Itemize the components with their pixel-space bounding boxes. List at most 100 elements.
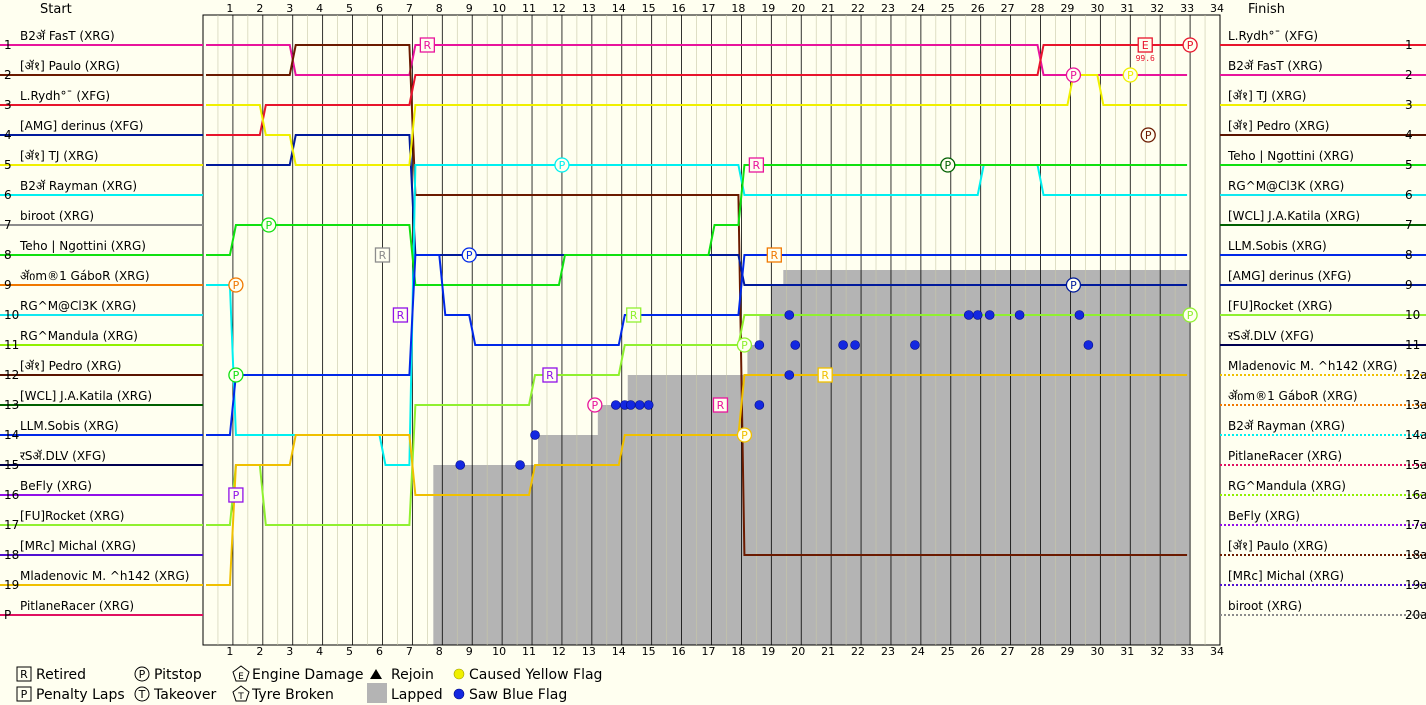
lap-tick-bottom: 31 (1120, 645, 1134, 658)
blue-flag-dot (754, 340, 765, 350)
retired-marker (748, 157, 765, 173)
blue-flag-dot (634, 400, 645, 410)
blue-flag-dot (625, 400, 636, 410)
start-position-number: 9 (4, 278, 12, 292)
finish-driver-label: [WCL] J.A.Katila (XRG) (1228, 209, 1360, 223)
blue-flag-dot (784, 310, 795, 320)
finish-driver-label: biroot (XRG) (1228, 599, 1302, 613)
start-position-number: 8 (4, 248, 12, 262)
tyre-legend-label: Tyre Broken (251, 687, 334, 703)
retired-marker (392, 307, 409, 323)
yellow-legend-label: Caused Yellow Flag (469, 667, 602, 683)
finish-position-number: 5 (1405, 158, 1413, 172)
lap-tick-bottom: 1 (226, 645, 233, 658)
lap-tick-top: 16 (672, 2, 686, 15)
pitstop-marker (1182, 307, 1198, 323)
finish-driver-label: ॲიm®1 GáboR (XRG) (1228, 389, 1358, 403)
pitstop-marker (940, 157, 956, 173)
lap-tick-bottom: 18 (731, 645, 745, 658)
finish-driver-label: PitlaneRacer (XRG) (1228, 449, 1342, 463)
retired-symbol-letter: R (20, 668, 28, 681)
lapped-region (433, 270, 1191, 645)
lap-tick-bottom: 14 (612, 645, 626, 658)
lap-tick-top: 34 (1210, 2, 1224, 15)
pitstop-marker-letter: P (466, 249, 473, 262)
lap-tick-bottom: 21 (821, 645, 835, 658)
pitstop-marker (736, 337, 753, 353)
blue-flag-symbol (453, 688, 465, 700)
lap-tick-bottom: 20 (791, 645, 805, 658)
lap-tick-bottom: 22 (851, 645, 865, 658)
lap-tick-bottom: 23 (881, 645, 895, 658)
retired-marker (374, 247, 391, 263)
pitstop-marker-letter: P (1187, 39, 1194, 52)
lap-ticks: 1122334455667788991010111112121313141415… (226, 2, 1224, 658)
lap-tick-bottom: 9 (466, 645, 473, 658)
engine-marker-letter: E (1142, 39, 1149, 52)
retired-marker (626, 307, 642, 323)
start-position-number: 19 (4, 578, 19, 592)
finish-position-number: 16a (1405, 488, 1426, 502)
lap-tick-bottom: 5 (346, 645, 353, 658)
lap-tick-top: 27 (1001, 2, 1015, 15)
lap-tick-bottom: 34 (1210, 645, 1224, 658)
lap-tick-bottom: 10 (492, 645, 506, 658)
series-line (206, 44, 1188, 136)
retired-marker (817, 367, 833, 383)
lap-tick-top: 29 (1060, 2, 1074, 15)
lap-tick-top: 18 (731, 2, 745, 15)
lap-tick-top: 14 (612, 2, 626, 15)
blue-flag-dot (1014, 310, 1025, 320)
finish-driver-label: Teho | Ngottini (XRG) (1227, 149, 1354, 163)
lapped-area (433, 270, 1191, 645)
finish-position-number: 4 (1405, 128, 1413, 142)
lap-tick-top: 11 (522, 2, 536, 15)
retired-marker (419, 37, 435, 53)
pitstop-marker (261, 217, 277, 233)
start-driver-label: B2ॲ FasT (XRG) (20, 29, 115, 43)
lap-tick-top: 17 (702, 2, 716, 15)
start-driver-label: Teho | Ngottini (XRG) (19, 239, 146, 253)
pitstop-marker (461, 247, 477, 263)
start-driver-label: [ॲ१] Paulo (XRG) (20, 59, 120, 73)
lap-tick-bottom: 19 (761, 645, 775, 658)
takeover-legend-label: Takeover (153, 687, 216, 703)
rejoin-symbol (370, 669, 382, 679)
engine-damage-annotation: 99.6 (1136, 54, 1155, 63)
pitstop-legend-label: Pitstop (154, 667, 202, 683)
pitstop-marker-letter: P (592, 399, 599, 412)
finish-driver-label: L.Rydh°¯ (XFG) (1228, 29, 1318, 43)
start-driver-label: PitlaneRacer (XRG) (20, 599, 134, 613)
rejoin-legend-label: Rejoin (391, 667, 434, 683)
start-driver-label: रSॲ.DLV (XFG) (20, 449, 106, 463)
penalty-symbol (16, 686, 32, 702)
start-position-number: 12 (4, 368, 19, 382)
finish-position-number: 19a (1405, 578, 1426, 592)
start-driver-label: RG^Mandula (XRG) (20, 329, 138, 343)
finish-position-number: 2 (1405, 68, 1413, 82)
lap-tick-bottom: 3 (286, 645, 293, 658)
start-driver-label: [WCL] J.A.Katila (XRG) (20, 389, 152, 403)
lap-tick-bottom: 32 (1150, 645, 1164, 658)
lap-tick-bottom: 12 (552, 645, 566, 658)
legend: R Retired P Penalty Laps P Pitstop T Takeover E E… (16, 665, 602, 703)
yellow-flag-symbol (453, 668, 465, 680)
series-line (206, 374, 1188, 586)
start-position-number: 17 (4, 518, 19, 532)
retired-marker-letter: R (397, 309, 405, 322)
pitstop-marker (736, 427, 753, 443)
finish-driver-label: B2ॲ FasT (XRG) (1228, 59, 1323, 73)
tyre-symbol (232, 685, 250, 702)
start-driver-label: LLM.Sobis (XRG) (20, 419, 119, 433)
pitstop-marker (587, 397, 603, 413)
retired-marker-letter: R (717, 399, 725, 412)
start-position-number: 3 (4, 98, 12, 112)
blue-flag-dot (850, 340, 860, 350)
lap-tick-top: 23 (881, 2, 895, 15)
start-position-number: 14 (4, 428, 19, 442)
finish-position-number: 6 (1405, 188, 1413, 202)
lap-tick-top: 33 (1180, 2, 1194, 15)
pitstop-marker (228, 367, 244, 383)
start-position-number: 18 (4, 548, 19, 562)
